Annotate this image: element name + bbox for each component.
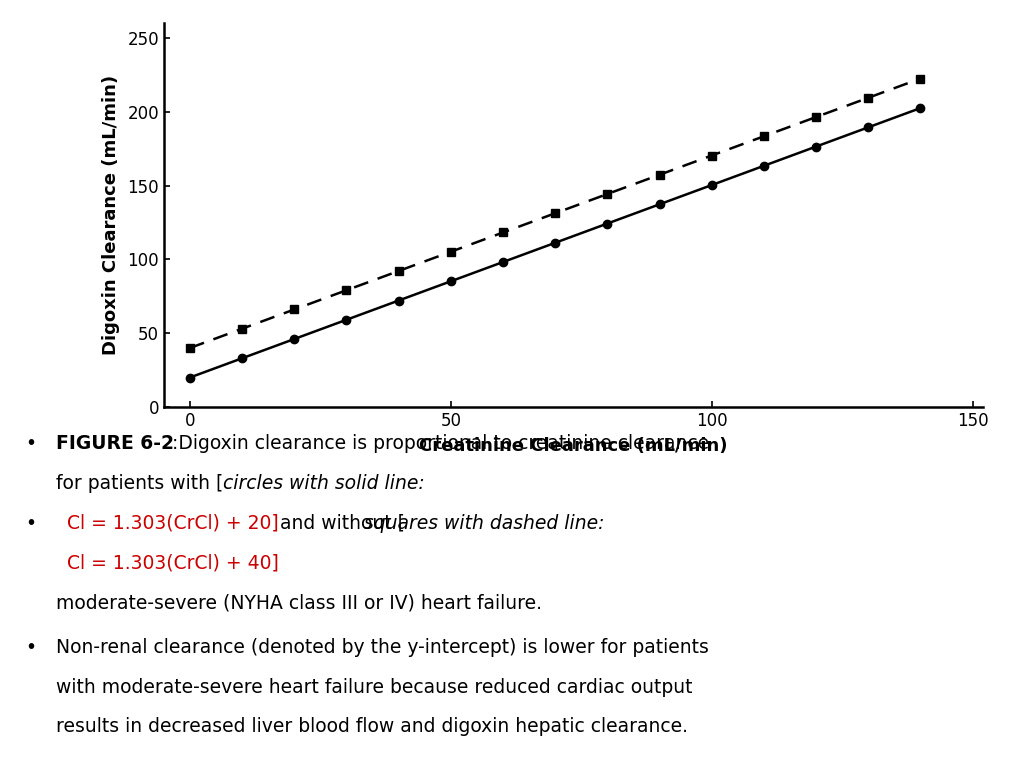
Y-axis label: Digoxin Clearance (mL/min): Digoxin Clearance (mL/min) <box>102 75 121 355</box>
Text: •: • <box>26 434 37 453</box>
Text: Cl = 1.303(CrCl) + 20]: Cl = 1.303(CrCl) + 20] <box>67 514 279 533</box>
Text: results in decreased liver blood flow and digoxin hepatic clearance.: results in decreased liver blood flow an… <box>56 717 688 737</box>
Text: squares with dashed line:: squares with dashed line: <box>364 514 604 533</box>
Text: with moderate-severe heart failure because reduced cardiac output: with moderate-severe heart failure becau… <box>56 677 693 697</box>
Text: moderate-severe (NYHA class III or IV) heart failure.: moderate-severe (NYHA class III or IV) h… <box>56 594 543 613</box>
Text: •: • <box>26 514 37 533</box>
Text: circles with solid line:: circles with solid line: <box>223 474 425 493</box>
Text: Non-renal clearance (denoted by the y-intercept) is lower for patients: Non-renal clearance (denoted by the y-in… <box>56 637 710 657</box>
Text: and without [: and without [ <box>274 514 406 533</box>
Text: for patients with [: for patients with [ <box>56 474 223 493</box>
Text: Cl = 1.303(CrCl) + 40]: Cl = 1.303(CrCl) + 40] <box>67 554 279 573</box>
X-axis label: Creatinine Clearance (mL/min): Creatinine Clearance (mL/min) <box>419 437 728 455</box>
Text: FIGURE 6-2: FIGURE 6-2 <box>56 434 181 453</box>
Text: :Digoxin clearance is proportional to creatinine clearance: :Digoxin clearance is proportional to cr… <box>172 434 710 453</box>
Text: •: • <box>26 637 37 657</box>
